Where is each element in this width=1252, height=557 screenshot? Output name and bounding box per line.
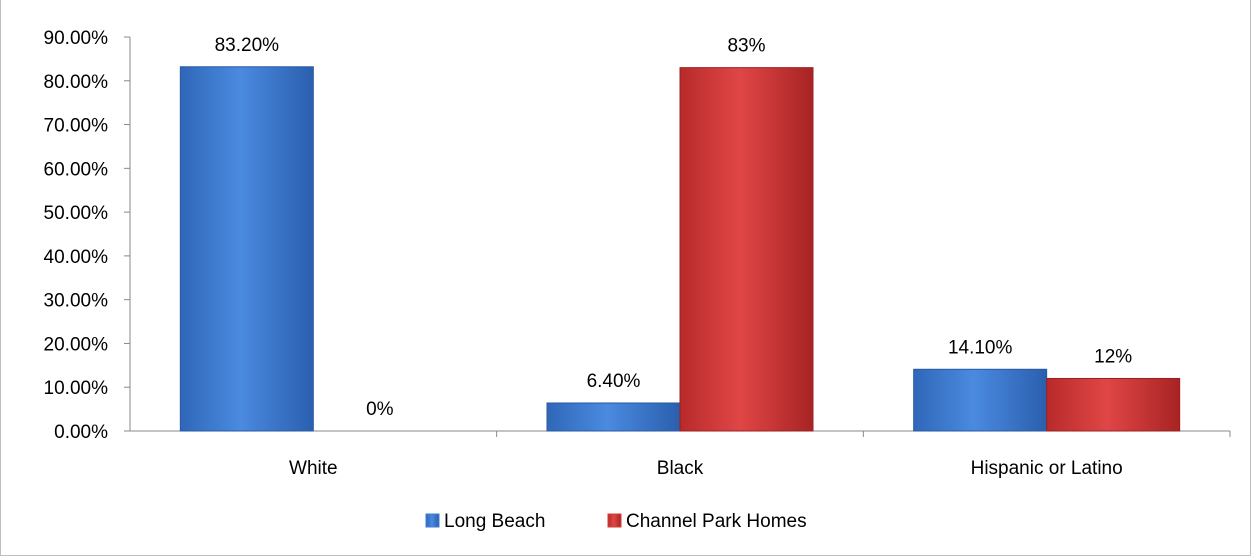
data-label: 83% [727, 36, 765, 57]
bar-long-beach [914, 369, 1047, 431]
legend-long-beach-swatch [426, 514, 439, 527]
legend-channel-park-homes-swatch [608, 514, 621, 527]
bars [180, 67, 1179, 431]
y-tick-label: 60.00% [44, 159, 109, 180]
data-label: 12% [1094, 346, 1132, 367]
legend-long-beach-label: Long Beach [444, 511, 545, 532]
x-tick-label: Hispanic or Latino [971, 458, 1123, 479]
legend-channel-park-homes-label: Channel Park Homes [626, 511, 807, 532]
y-tick-label: 70.00% [44, 116, 109, 137]
bar-channel-park-homes [680, 68, 813, 431]
data-label: 14.10% [948, 337, 1013, 358]
y-tick-label: 10.00% [44, 378, 109, 399]
y-tick-label: 20.00% [44, 334, 109, 355]
y-tick-label: 80.00% [44, 72, 109, 93]
bar-long-beach [180, 67, 313, 431]
data-label: 83.20% [215, 35, 280, 56]
y-tick-label: 90.00% [44, 28, 109, 49]
data-label: 0% [366, 399, 394, 420]
bar-long-beach [547, 403, 680, 431]
data-labels: 83.20% 0% 6.40% 83% 14.10% 12% [215, 35, 1133, 420]
data-label: 6.40% [587, 371, 641, 392]
x-tick-label: White [289, 458, 338, 479]
y-tick-label: 30.00% [44, 291, 109, 312]
x-tick-label: Black [657, 458, 704, 479]
legend: Long Beach Channel Park Homes [426, 511, 807, 532]
y-tick-label: 50.00% [44, 203, 109, 224]
y-tick-label: 0.00% [54, 422, 108, 443]
bar-channel-park-homes [1047, 378, 1180, 431]
y-tick-label: 40.00% [44, 247, 109, 268]
